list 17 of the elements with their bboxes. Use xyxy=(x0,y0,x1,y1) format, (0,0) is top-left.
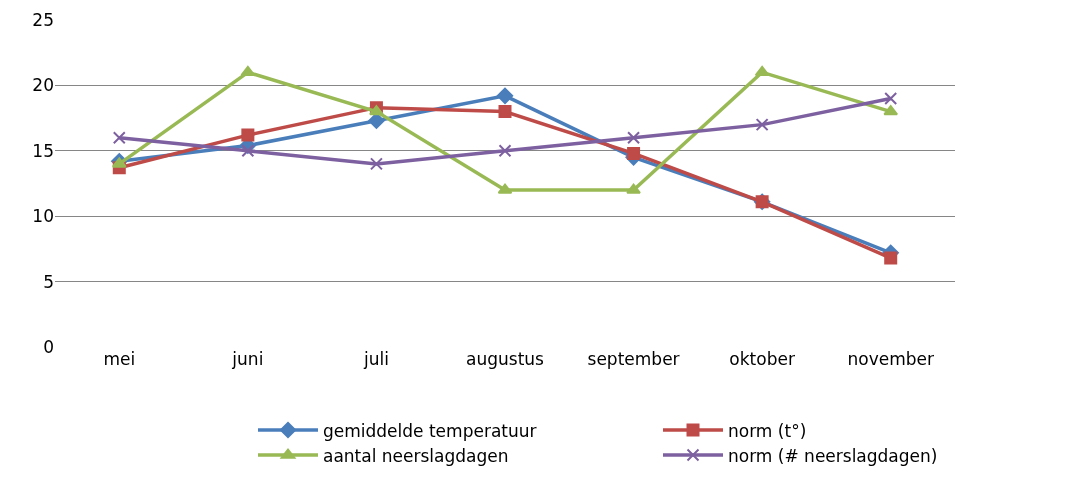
x-tick-label: augustus xyxy=(466,349,545,369)
x-tick-label: oktober xyxy=(729,349,795,369)
x-tick-label: juli xyxy=(362,349,389,369)
x-tick-label: september xyxy=(587,349,680,369)
legend-label: aantal neerslagdagen xyxy=(323,445,509,466)
y-tick-label: 15 xyxy=(32,140,54,161)
x-tick-label: mei xyxy=(103,349,136,369)
legend-label: norm (t°) xyxy=(728,420,807,441)
x-tick-label: juni xyxy=(231,349,264,369)
y-tick-label: 0 xyxy=(43,336,54,357)
y-tick-label: 10 xyxy=(32,206,54,227)
x-tick-label: november xyxy=(847,349,934,369)
y-tick-label: 20 xyxy=(32,75,54,96)
y-tick-label: 5 xyxy=(43,271,54,292)
legend-label: gemiddelde temperatuur xyxy=(323,420,537,441)
legend-label: norm (# neerslagdagen) xyxy=(728,445,938,466)
y-tick-label: 25 xyxy=(32,9,54,30)
